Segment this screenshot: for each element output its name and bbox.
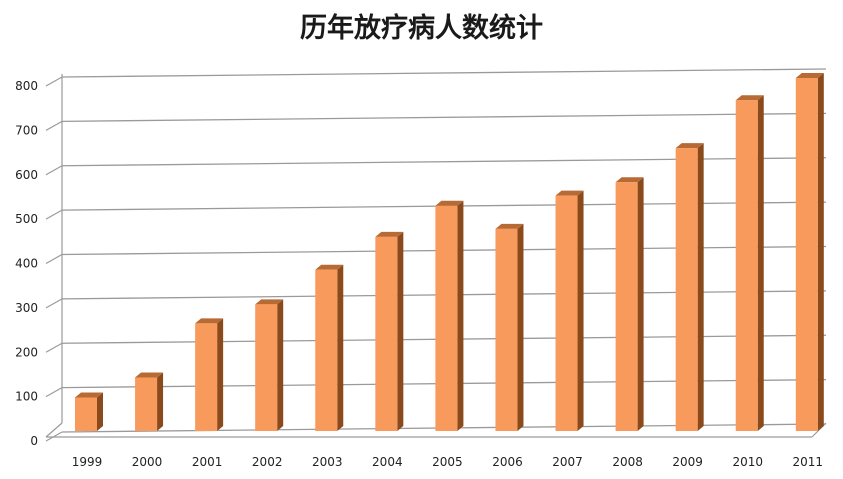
bar-2002 [255, 299, 284, 431]
bar-top [195, 318, 224, 324]
bar-top [135, 372, 164, 378]
gridline-wall [45, 253, 63, 265]
bar-front [135, 377, 158, 431]
floor-left-edge [45, 422, 63, 438]
y-tick-label: 500 [15, 212, 38, 226]
gridline-wall [45, 387, 63, 398]
bar-front [315, 269, 338, 431]
y-tick-label: 400 [15, 257, 38, 271]
x-tick-label: 2007 [552, 455, 583, 469]
chart-title: 历年放疗病人数统计 [300, 13, 543, 44]
bars [75, 73, 824, 432]
bar-side [337, 264, 344, 431]
bar-front [495, 228, 518, 431]
gridline-wall [45, 298, 63, 309]
bar-front [75, 397, 97, 431]
gridline-wall [45, 76, 63, 87]
gridline-wall [45, 431, 63, 442]
bar-top [75, 392, 103, 398]
gridline [61, 68, 827, 78]
x-tick-label: 2011 [793, 455, 824, 469]
gridline-wall [45, 342, 63, 353]
gridline [61, 157, 827, 167]
bar-top [315, 264, 344, 270]
x-tick-label: 2001 [192, 455, 223, 469]
x-tick-label: 2010 [732, 455, 763, 469]
bar-top [675, 143, 704, 149]
bar-front [615, 182, 638, 431]
y-axis-ticks: 0 100 200 300 400 500 600 700 800 [15, 79, 38, 448]
bar-side [637, 177, 644, 431]
bar-front [435, 205, 458, 431]
bar-side [457, 200, 464, 431]
y-tick-label: 0 [30, 434, 38, 448]
x-tick-label: 2000 [132, 455, 163, 469]
gridline-wall [45, 120, 63, 131]
bar-1999 [75, 392, 103, 431]
x-axis-ticks: 1999 2000 2001 2002 2003 2004 2005 2006 2007 2008… [72, 455, 823, 469]
bar-2005 [435, 200, 464, 431]
x-tick-label: 2008 [612, 455, 643, 469]
bar-top [255, 299, 284, 305]
bar-front [675, 148, 698, 432]
bar-2007 [555, 190, 584, 431]
bar-2010 [735, 95, 764, 431]
gridline [61, 112, 827, 123]
bar-side [577, 190, 584, 431]
bar-2004 [375, 231, 404, 431]
bar-side [757, 95, 764, 431]
bar-side [277, 299, 284, 431]
bar-front [795, 78, 818, 431]
bar-side [397, 231, 404, 431]
x-tick-label: 2006 [492, 455, 523, 469]
bar-front [255, 304, 278, 431]
bar-front [375, 236, 398, 431]
x-tick-label: 1999 [72, 455, 103, 469]
bar-top [555, 190, 584, 196]
x-tick-label: 2009 [672, 455, 703, 469]
x-tick-label: 2004 [372, 455, 403, 469]
bar-2008 [615, 177, 644, 431]
bar-front [735, 100, 758, 431]
bar-top [375, 231, 404, 237]
x-tick-label: 2005 [432, 455, 463, 469]
bar-side [817, 73, 824, 431]
bar-2006 [495, 223, 524, 431]
bar-2000 [135, 372, 164, 431]
bar-front [195, 323, 218, 431]
bar-top [795, 73, 824, 78]
y-tick-label: 800 [15, 79, 38, 93]
y-tick-label: 100 [15, 390, 38, 404]
bar-2003 [315, 264, 344, 431]
x-tick-label: 2002 [252, 455, 283, 469]
bar-2011 [795, 73, 824, 431]
bar-top [435, 200, 464, 206]
gridline-wall [45, 165, 63, 176]
bar-2001 [195, 318, 224, 431]
bar-top [495, 223, 524, 229]
gridline-wall [45, 209, 63, 220]
bar-top [615, 177, 644, 183]
bar-side [697, 143, 704, 432]
bar-side [217, 318, 224, 431]
y-tick-label: 200 [15, 345, 38, 359]
bar-side [97, 392, 103, 431]
y-tick-label: 600 [15, 168, 38, 182]
bar-side [157, 372, 164, 431]
x-tick-label: 2003 [312, 455, 343, 469]
bar-2009 [675, 143, 704, 432]
y-tick-label: 300 [15, 301, 38, 315]
bar-front [555, 195, 578, 431]
bar-top [735, 95, 764, 101]
y-tick-label: 700 [15, 123, 38, 137]
bar-side [517, 223, 524, 431]
